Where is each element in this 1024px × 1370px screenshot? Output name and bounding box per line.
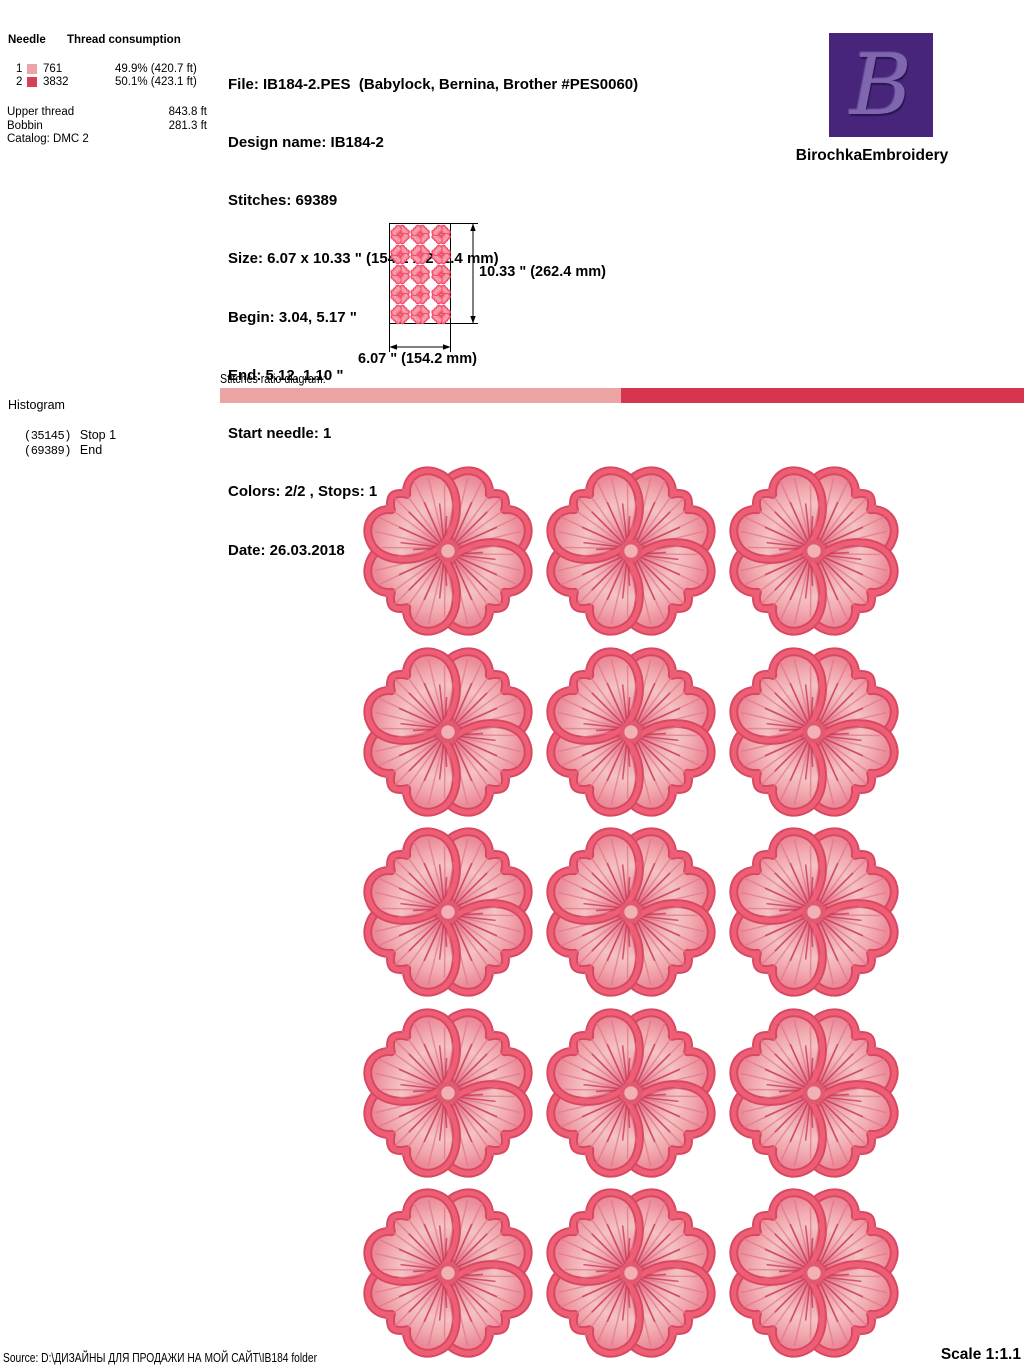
preview-flower-motif	[410, 304, 430, 325]
preview-flower-motif	[390, 264, 410, 285]
flower-motif	[725, 823, 903, 1001]
flower-motif	[725, 1184, 903, 1362]
flower-motif	[542, 643, 720, 821]
flower-motif	[359, 643, 537, 821]
start-needle-line: Start needle: 1	[228, 425, 332, 443]
brand-logo: B	[829, 33, 933, 137]
histogram-stitch-count: (69389)	[24, 444, 71, 458]
preview-flower-motif	[410, 264, 430, 285]
date-line: Date: 26.03.2018	[228, 541, 345, 559]
catalog-label: Catalog: DMC 2	[7, 133, 89, 145]
stitches-ratio-label: Stitches ratio diagram:	[220, 372, 326, 386]
thread-color-swatch	[27, 64, 37, 74]
preview-flower-motif	[410, 244, 430, 265]
design-name-line: Design name: IB184-2	[228, 134, 384, 152]
flower-motif	[359, 823, 537, 1001]
logo-monogram-b: B	[850, 36, 912, 134]
preview-flower-motif	[431, 284, 451, 305]
needle-number: 2	[16, 76, 23, 88]
width-dimension-label: 6.07 " (154.2 mm)	[358, 351, 477, 367]
flower-motif	[725, 462, 903, 640]
file-info-block: File: IB184-2.PES (Babylock, Bernina, Br…	[228, 36, 638, 599]
colors-stops-line: Colors: 2/2 , Stops: 1	[228, 483, 378, 501]
file-name-line: File: IB184-2.PES (Babylock, Bernina, Br…	[228, 75, 639, 93]
thread-consumption-value: 50.1% (423.1 ft)	[115, 76, 197, 88]
preview-flower-motif	[431, 224, 451, 245]
height-dimension-label: 10.33 " (262.4 mm)	[479, 264, 606, 280]
flower-motif	[359, 1184, 537, 1362]
thread-consumption-value: 49.9% (420.7 ft)	[115, 63, 197, 75]
flower-motif	[542, 462, 720, 640]
design-preview-thumbnail	[390, 224, 451, 324]
preview-flower-motif	[410, 284, 430, 305]
flower-motif	[725, 643, 903, 821]
stitches-ratio-bar	[220, 388, 1024, 403]
needle-column-header: Needle	[8, 34, 46, 46]
begin-line: Begin: 3.04, 5.17 "	[228, 308, 357, 326]
end-line: End: 5.12, 1.10 "	[228, 366, 344, 384]
preview-flower-motif	[390, 244, 410, 265]
thread-code: 3832	[43, 76, 69, 88]
bobbin-value: 281.3 ft	[168, 119, 207, 132]
preview-flower-motif	[390, 284, 410, 305]
preview-flower-motif	[390, 304, 410, 325]
flower-motif	[359, 462, 537, 640]
ratio-segment-thread-2	[621, 388, 1024, 403]
flower-motif	[725, 1004, 903, 1182]
source-path: Source: D:\ДИЗАЙНЫ ДЛЯ ПРОДАЖИ НА МОЙ СА…	[3, 1351, 317, 1365]
flower-motif	[359, 1004, 537, 1182]
upper-thread-value: 843.8 ft	[168, 106, 207, 118]
preview-flower-motif	[431, 264, 451, 285]
histogram-title: Histogram	[8, 398, 65, 412]
histogram-entry-label: Stop 1	[79, 428, 117, 442]
stitches-line: Stitches: 69389	[228, 192, 338, 210]
histogram-stitch-count: (35145)	[24, 429, 71, 443]
flower-motif	[542, 823, 720, 1001]
histogram-entry-label: End	[79, 443, 103, 457]
dimension-lines	[389, 223, 478, 352]
upper-thread-label: Upper thread	[7, 106, 75, 118]
embroidery-design-grid	[356, 461, 905, 1364]
preview-flower-motif	[431, 304, 451, 325]
thread-consumption-header: Thread consumption	[67, 34, 181, 46]
preview-flower-motif	[431, 244, 451, 265]
scale-label: Scale 1:1.1	[940, 1346, 1021, 1363]
flower-motif	[542, 1004, 720, 1182]
histogram-entry: (35145) Stop 1	[24, 428, 116, 443]
bobbin-label: Bobbin	[7, 119, 43, 132]
flower-motif	[542, 1184, 720, 1362]
needle-number: 1	[16, 63, 23, 75]
thread-color-swatch	[27, 77, 37, 87]
preview-flower-motif	[410, 224, 430, 245]
preview-flower-motif	[390, 224, 410, 245]
thread-code: 761	[43, 63, 63, 75]
histogram-entry: (69389) End	[24, 443, 102, 458]
brand-name: BirochkaEmbroidery	[795, 147, 949, 164]
ratio-segment-thread-1	[220, 388, 622, 403]
